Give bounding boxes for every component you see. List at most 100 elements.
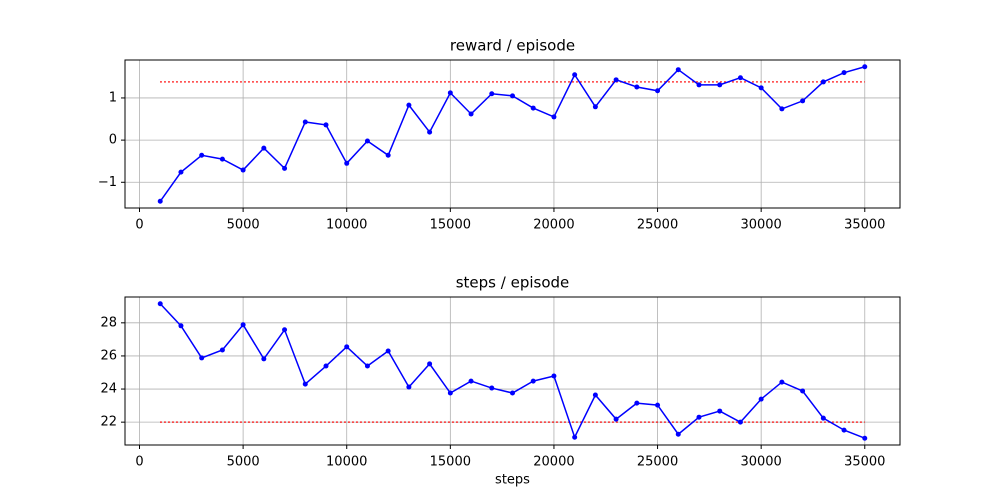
point bbox=[717, 408, 723, 414]
point bbox=[157, 301, 163, 307]
point bbox=[240, 322, 246, 328]
y-tick-label: 24 bbox=[100, 382, 117, 397]
point bbox=[240, 167, 246, 173]
x-tick-label: 20000 bbox=[533, 455, 574, 470]
point bbox=[447, 390, 453, 396]
point bbox=[302, 381, 308, 387]
point bbox=[468, 378, 474, 384]
x-axis-label: steps bbox=[495, 473, 530, 488]
point bbox=[282, 327, 288, 333]
point bbox=[634, 400, 640, 406]
point bbox=[613, 77, 619, 83]
x-tick-label: 5000 bbox=[227, 218, 260, 233]
point bbox=[302, 119, 308, 125]
point bbox=[199, 355, 205, 361]
y-tick-label: 28 bbox=[100, 315, 117, 330]
point bbox=[199, 152, 205, 158]
point bbox=[841, 70, 847, 76]
point bbox=[800, 388, 806, 394]
point bbox=[510, 93, 515, 99]
point bbox=[717, 82, 723, 88]
point bbox=[323, 122, 329, 128]
point bbox=[779, 379, 785, 385]
point bbox=[572, 72, 578, 78]
point bbox=[779, 106, 785, 112]
point bbox=[862, 435, 868, 441]
plot-frame bbox=[124, 296, 901, 446]
point bbox=[178, 323, 184, 329]
point bbox=[655, 88, 661, 94]
x-tick-label: 10000 bbox=[326, 455, 367, 470]
point bbox=[219, 347, 225, 353]
point bbox=[344, 344, 350, 350]
point bbox=[675, 67, 681, 73]
x-tick-label: 30000 bbox=[740, 218, 781, 233]
point bbox=[613, 416, 619, 422]
plot-frame bbox=[124, 59, 901, 209]
x-tick-label: 25000 bbox=[637, 218, 678, 233]
point bbox=[364, 363, 370, 369]
point bbox=[282, 165, 288, 171]
point bbox=[364, 138, 370, 144]
point bbox=[157, 198, 163, 204]
point bbox=[447, 90, 453, 96]
point bbox=[696, 82, 702, 88]
series-line bbox=[159, 303, 866, 440]
point bbox=[551, 114, 557, 120]
point bbox=[178, 169, 184, 175]
x-tick-label: 10000 bbox=[326, 218, 367, 233]
chart-title: steps / episode bbox=[456, 274, 570, 292]
point bbox=[572, 434, 578, 440]
point bbox=[468, 111, 474, 117]
point bbox=[592, 104, 598, 110]
point bbox=[427, 129, 433, 135]
point bbox=[385, 348, 391, 354]
point bbox=[655, 402, 661, 408]
point bbox=[820, 79, 826, 85]
point bbox=[800, 98, 806, 104]
point bbox=[551, 373, 557, 379]
x-tick-label: 30000 bbox=[740, 455, 781, 470]
chart-title: reward / episode bbox=[450, 37, 575, 55]
point bbox=[675, 431, 681, 437]
y-tick-label: 1 bbox=[109, 90, 117, 105]
x-tick-label: 35000 bbox=[844, 218, 885, 233]
point bbox=[758, 85, 764, 91]
point bbox=[510, 390, 515, 396]
point bbox=[489, 385, 495, 391]
x-tick-label: 15000 bbox=[430, 218, 471, 233]
x-tick-label: 35000 bbox=[844, 455, 885, 470]
y-tick-label: 26 bbox=[100, 348, 117, 363]
point bbox=[862, 64, 868, 70]
point bbox=[406, 102, 412, 108]
point bbox=[489, 91, 495, 97]
y-tick-label: 22 bbox=[100, 415, 117, 430]
point bbox=[344, 160, 350, 166]
x-tick-label: 0 bbox=[135, 218, 143, 233]
point bbox=[530, 105, 536, 111]
point bbox=[427, 361, 433, 367]
point bbox=[592, 392, 598, 398]
point bbox=[406, 384, 412, 390]
y-tick-label: −1 bbox=[98, 175, 117, 190]
point bbox=[820, 415, 826, 421]
point bbox=[696, 414, 702, 420]
x-tick-label: 20000 bbox=[533, 218, 574, 233]
point bbox=[385, 152, 391, 158]
point bbox=[219, 156, 225, 162]
point bbox=[737, 75, 743, 81]
point bbox=[261, 145, 267, 151]
point bbox=[841, 427, 847, 433]
point bbox=[737, 419, 743, 425]
point bbox=[758, 396, 764, 402]
y-tick-label: 0 bbox=[109, 133, 117, 148]
point bbox=[323, 363, 329, 369]
x-tick-label: 15000 bbox=[430, 455, 471, 470]
x-tick-label: 0 bbox=[135, 455, 143, 470]
point bbox=[261, 356, 267, 362]
x-tick-label: 25000 bbox=[637, 455, 678, 470]
point bbox=[634, 84, 640, 90]
x-tick-label: 5000 bbox=[227, 455, 260, 470]
point bbox=[530, 378, 536, 384]
